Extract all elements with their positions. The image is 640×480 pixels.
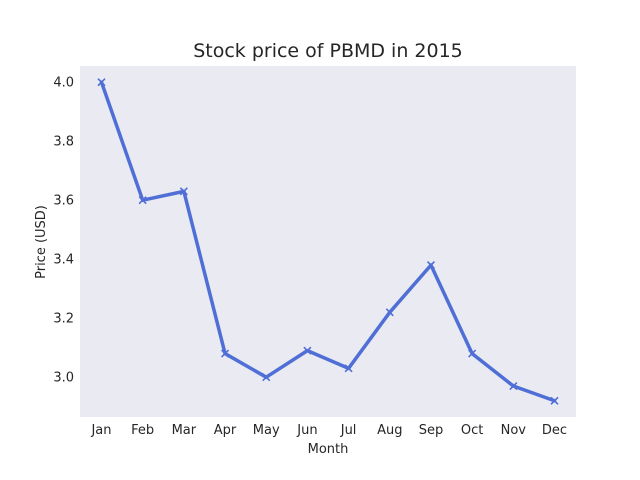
plot-area — [80, 66, 576, 417]
y-tick-label: 3.6 — [53, 194, 74, 209]
y-tick-label: 3.4 — [53, 253, 74, 268]
y-tick-label: 3.0 — [53, 371, 74, 386]
x-tick-label: Mar — [172, 423, 197, 438]
x-tick-label: Jul — [340, 423, 357, 438]
data-point-marker — [468, 349, 477, 358]
data-point-marker — [303, 346, 312, 355]
y-axis: 3.0 3.2 3.4 3.6 3.8 4.0 — [53, 76, 74, 386]
data-point-marker — [138, 196, 147, 205]
data-point-marker — [97, 78, 106, 87]
data-point-marker — [426, 261, 436, 270]
series-line — [99, 80, 557, 403]
x-tick-label: Jan — [90, 423, 111, 438]
data-point-marker — [262, 373, 271, 382]
data-point-marker — [179, 187, 188, 196]
x-axis: Jan Feb Mar Apr May Jun Jul Aug Sep Oct Nov Dec — [90, 423, 567, 438]
y-axis-label: Price (USD) — [34, 205, 49, 279]
x-tick-label: May — [253, 423, 280, 438]
x-tick-label: Aug — [377, 423, 402, 438]
y-tick-label: 4.0 — [53, 76, 74, 91]
x-tick-label: Apr — [214, 423, 237, 438]
x-axis-label: Month — [308, 442, 349, 457]
x-tick-label: Sep — [419, 423, 444, 438]
data-point-marker — [550, 396, 559, 405]
y-tick-label: 3.8 — [53, 135, 74, 150]
data-point-marker — [344, 364, 353, 373]
data-point-marker — [385, 308, 394, 317]
x-tick-label: Dec — [542, 423, 567, 438]
chart-title: Stock price of PBMD in 2015 — [193, 40, 463, 62]
series — [97, 78, 559, 405]
x-tick-label: Nov — [501, 423, 527, 438]
y-tick-label: 3.2 — [53, 312, 74, 327]
x-tick-label: Feb — [131, 423, 154, 438]
x-tick-label: Jun — [296, 423, 317, 438]
x-tick-label: Oct — [461, 423, 483, 438]
data-point-marker — [509, 381, 518, 391]
data-point-marker — [220, 349, 230, 358]
